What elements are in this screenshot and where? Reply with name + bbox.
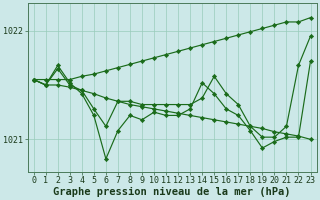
X-axis label: Graphe pression niveau de la mer (hPa): Graphe pression niveau de la mer (hPa) [53, 186, 291, 197]
